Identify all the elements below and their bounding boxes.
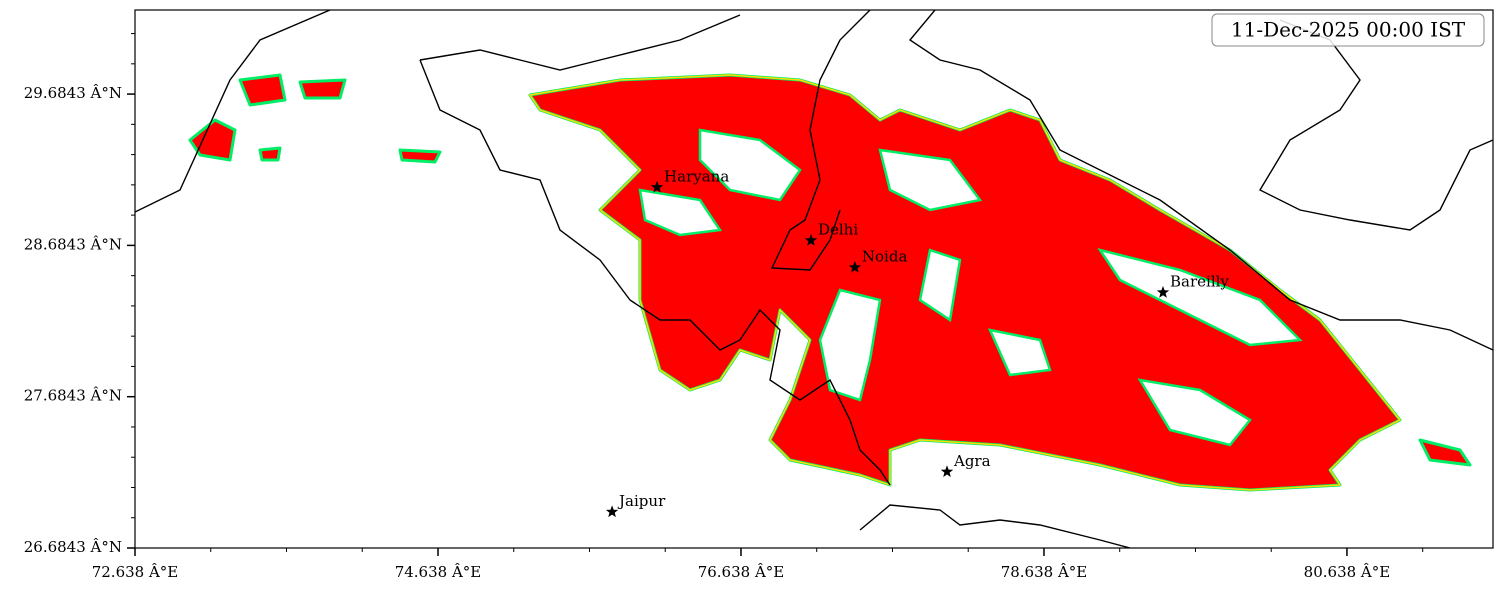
- city-label: Noida: [862, 247, 908, 265]
- city-marker: [848, 260, 862, 273]
- y-tick-label: 26.6843 Â°N: [24, 538, 122, 556]
- boundary: [1259, 19, 1493, 231]
- boundaries: [135, 10, 1493, 548]
- y-tick-label: 27.6843 Â°N: [24, 387, 122, 405]
- fog-gap: [1097, 248, 1303, 347]
- timestamp-box: 11-Dec-2025 00:00 IST: [1211, 13, 1485, 47]
- x-tick-label: 78.638 Â°E: [1001, 563, 1088, 581]
- fog-gap: [638, 188, 723, 237]
- boundary: [419, 59, 891, 486]
- x-tick-label: 76.638 Â°E: [698, 563, 785, 581]
- y-tick-label: 28.6843 Â°N: [24, 235, 122, 253]
- fog-area: [1418, 438, 1472, 467]
- fog-gap: [987, 328, 1052, 377]
- boundary: [859, 504, 1131, 548]
- fog-edge: [528, 74, 1402, 491]
- city-label: Agra: [953, 452, 991, 470]
- fog-area: [258, 146, 282, 162]
- city-marker: [650, 180, 664, 193]
- city-marker: [940, 465, 954, 477]
- timestamp-frame: [1211, 13, 1485, 47]
- fog-gap: [1137, 378, 1252, 447]
- timestamp: 11-Dec-2025 00:00 IST: [1231, 18, 1466, 42]
- boundary: [419, 14, 741, 71]
- x-tick-label: 74.638 Â°E: [395, 563, 482, 581]
- fog-gap: [698, 128, 802, 202]
- fog-gap: [818, 288, 882, 402]
- fog-area: [298, 78, 347, 100]
- fog-gap: [918, 248, 962, 323]
- fog-areas: [188, 73, 1472, 492]
- city-label: Haryana: [664, 167, 729, 185]
- y-tick-label: 29.6843 Â°N: [24, 84, 122, 102]
- city-marker: [1156, 286, 1170, 298]
- fog-gap: [878, 148, 983, 212]
- city-label: Bareilly: [1170, 272, 1229, 290]
- map-layers: [135, 10, 1493, 548]
- x-tick-label: 72.638 Â°E: [92, 563, 179, 581]
- city-label: Delhi: [818, 220, 858, 238]
- boundary: [770, 10, 871, 271]
- city-label: Jaipur: [617, 492, 666, 510]
- boundary: [908, 10, 1493, 351]
- fog-area: [398, 148, 442, 164]
- city-marker: [605, 505, 619, 518]
- boundary: [135, 10, 331, 213]
- city-marker: [804, 233, 818, 246]
- fog-area: [238, 73, 287, 107]
- x-tick-label: 80.638 Â°E: [1304, 563, 1391, 581]
- plot-frame: [134, 9, 1494, 549]
